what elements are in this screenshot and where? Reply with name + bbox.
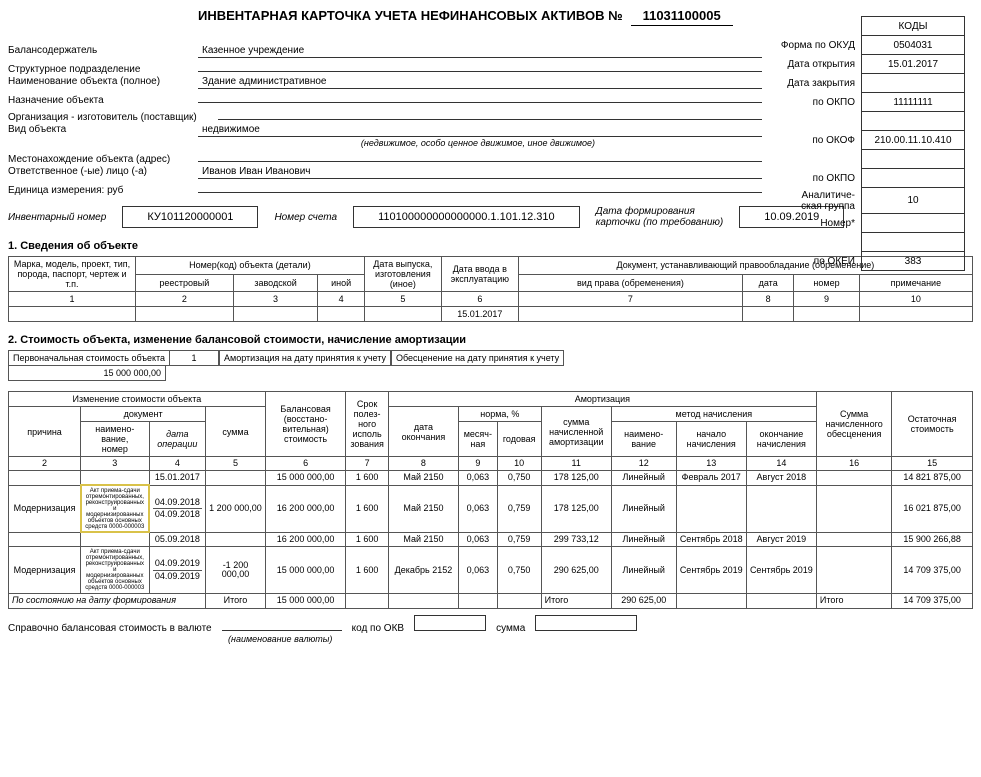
initial-cost: 15 000 000,00 (8, 366, 166, 381)
table-row: МодернизацияАкт приема-сдачи отремонтиро… (9, 485, 973, 532)
section2-title: 2. Стоимость объекта, изменение балансов… (8, 334, 973, 346)
section2-table: Изменение стоимости объекта Балансовая (… (8, 391, 973, 609)
inv-num-label: Инвентарный номер (8, 212, 106, 223)
card-number: 11031100005 (631, 8, 733, 26)
table-row: 15.01.2017 (9, 307, 973, 322)
doc-title: ИНВЕНТАРНАЯ КАРТОЧКА УЧЕТА НЕФИНАНСОВЫХ … (198, 8, 623, 23)
table-row: 15.01.201715 000 000,001 600Май 21500,06… (9, 471, 973, 485)
table-row: МодернизацияАкт приема-сдачи отремонтиро… (9, 547, 973, 594)
table-row: 05.09.201816 200 000,001 600Май 21500,06… (9, 532, 973, 546)
codes-table: КОДЫ Форма по ОКУД0504031 Дата открытия1… (775, 16, 965, 271)
footer-label: Справочно балансовая стоимость в валюте (8, 623, 212, 634)
form-date-label: Дата формирования карточки (по требовани… (596, 206, 724, 228)
inv-num: КУ101120000001 (122, 206, 258, 228)
acct-label: Номер счета (274, 212, 337, 223)
acct-num: 110100000000000000.1.101.12.310 (353, 206, 580, 228)
